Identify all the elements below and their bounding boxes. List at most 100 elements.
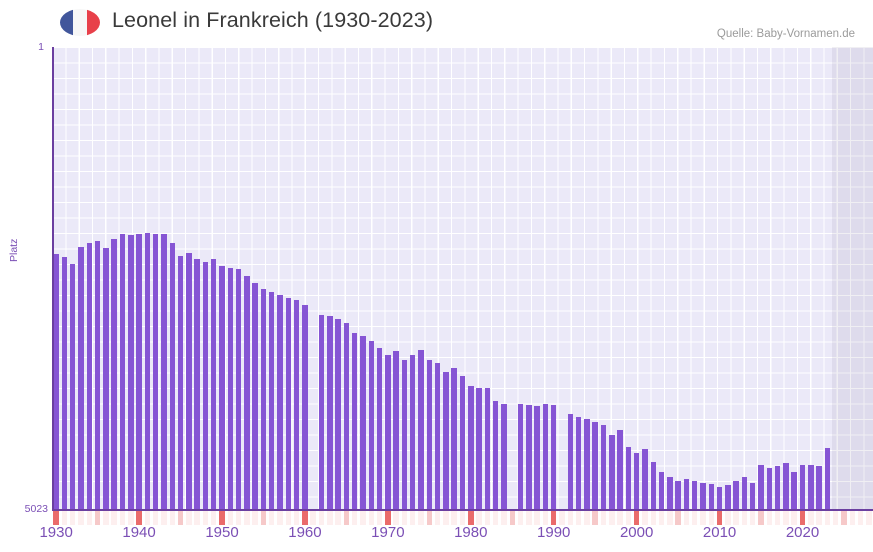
bar[interactable] <box>708 483 715 511</box>
bar[interactable] <box>186 252 192 511</box>
bar[interactable] <box>675 481 681 511</box>
bar[interactable] <box>410 354 416 511</box>
bar[interactable] <box>575 417 582 511</box>
bar[interactable] <box>227 267 234 511</box>
bar[interactable] <box>658 471 665 511</box>
bar[interactable] <box>667 477 673 511</box>
bar[interactable] <box>443 372 449 511</box>
bar[interactable] <box>327 315 333 511</box>
bar[interactable] <box>69 264 76 511</box>
bar[interactable] <box>492 400 499 511</box>
bar[interactable] <box>169 242 175 511</box>
x-tick-minor <box>351 511 358 525</box>
bar[interactable] <box>128 235 134 511</box>
bar[interactable] <box>152 233 159 511</box>
bar[interactable] <box>269 291 275 511</box>
bar[interactable] <box>476 387 482 511</box>
bar[interactable] <box>791 471 797 511</box>
bar[interactable] <box>824 447 831 511</box>
bar[interactable] <box>741 476 748 511</box>
bar[interactable] <box>252 283 258 511</box>
bar[interactable] <box>194 259 200 511</box>
bar[interactable] <box>816 466 822 511</box>
bar[interactable] <box>210 258 217 511</box>
bar[interactable] <box>758 465 764 511</box>
bar[interactable] <box>451 368 457 511</box>
bar[interactable] <box>368 340 374 511</box>
bar[interactable] <box>244 276 250 511</box>
bar[interactable] <box>302 304 308 511</box>
bar[interactable] <box>335 319 341 511</box>
bar[interactable] <box>526 405 532 511</box>
bar[interactable] <box>401 360 408 511</box>
plot-area <box>52 47 873 511</box>
bar[interactable] <box>534 406 540 511</box>
bar[interactable] <box>683 479 690 511</box>
bar[interactable] <box>609 434 615 511</box>
bar[interactable] <box>592 422 598 511</box>
bar[interactable] <box>617 430 623 511</box>
bar[interactable] <box>468 386 474 511</box>
x-axis-tick-label: 1970 <box>371 524 405 541</box>
bar[interactable] <box>202 262 209 511</box>
bar[interactable] <box>733 481 739 511</box>
bar[interactable] <box>285 298 292 511</box>
bar[interactable] <box>542 403 549 511</box>
bar[interactable] <box>53 253 59 511</box>
bar[interactable] <box>517 403 524 511</box>
bar[interactable] <box>111 239 117 511</box>
bar[interactable] <box>766 468 773 511</box>
bar[interactable] <box>774 466 781 511</box>
bar[interactable] <box>584 419 590 511</box>
bar[interactable] <box>567 413 574 511</box>
bar[interactable] <box>550 405 557 511</box>
bar[interactable] <box>351 333 358 511</box>
bar[interactable] <box>177 255 184 511</box>
bar[interactable] <box>219 265 225 511</box>
bar[interactable] <box>119 234 126 511</box>
bar[interactable] <box>260 288 267 511</box>
bar[interactable] <box>376 348 383 511</box>
bar[interactable] <box>434 362 441 511</box>
bar[interactable] <box>61 256 68 511</box>
x-tick-minor <box>401 511 408 525</box>
bar[interactable] <box>700 483 706 511</box>
bar[interactable] <box>103 248 109 511</box>
bar[interactable] <box>360 336 366 511</box>
bar[interactable] <box>418 349 424 511</box>
bar[interactable] <box>650 461 656 511</box>
x-tick-major <box>633 511 640 525</box>
x-tick-minor <box>169 511 175 525</box>
bar[interactable] <box>484 387 491 511</box>
bar[interactable] <box>78 247 84 511</box>
bar[interactable] <box>343 323 350 511</box>
x-tick-minor <box>410 511 416 525</box>
bar[interactable] <box>750 483 756 511</box>
bar[interactable] <box>716 486 723 511</box>
bar[interactable] <box>725 484 731 511</box>
bar[interactable] <box>385 354 391 511</box>
bar[interactable] <box>691 481 698 511</box>
bar[interactable] <box>799 465 806 511</box>
bar[interactable] <box>235 268 242 511</box>
bar[interactable] <box>318 314 325 511</box>
bar[interactable] <box>277 295 283 511</box>
bar[interactable] <box>501 403 507 511</box>
x-tick-minor <box>252 511 258 525</box>
bar[interactable] <box>393 350 399 511</box>
bar[interactable] <box>144 232 151 511</box>
bar[interactable] <box>600 424 607 511</box>
bar[interactable] <box>161 234 167 511</box>
bar[interactable] <box>293 300 300 511</box>
x-tick-minor <box>152 511 159 525</box>
bar[interactable] <box>459 375 466 511</box>
bar[interactable] <box>94 240 101 511</box>
bar[interactable] <box>625 446 632 511</box>
bar[interactable] <box>633 453 640 511</box>
bar[interactable] <box>808 465 814 511</box>
bar[interactable] <box>783 462 789 511</box>
bar[interactable] <box>426 360 433 511</box>
bar[interactable] <box>642 448 648 511</box>
bar[interactable] <box>136 234 142 511</box>
bar[interactable] <box>86 242 93 511</box>
